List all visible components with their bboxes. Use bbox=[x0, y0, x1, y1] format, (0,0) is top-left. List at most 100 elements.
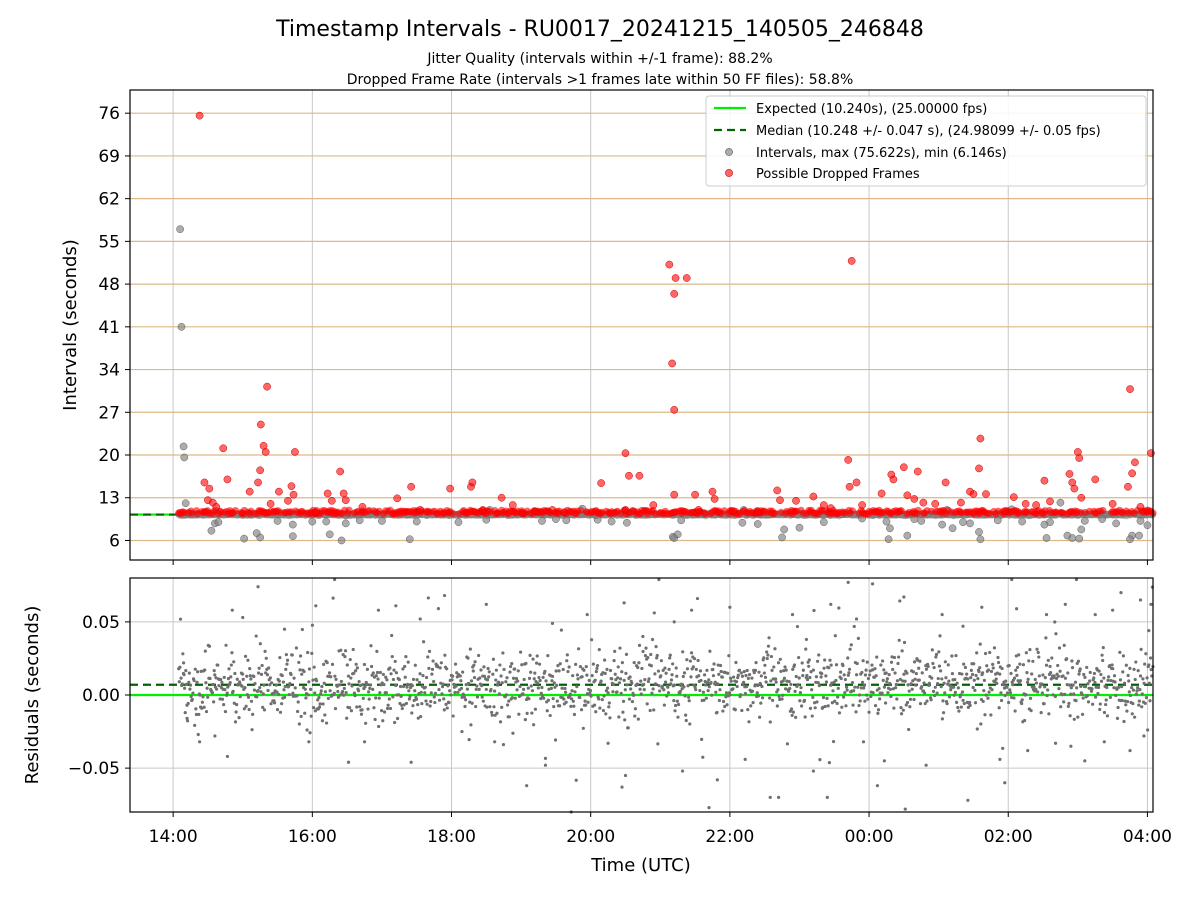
residual-point bbox=[193, 667, 197, 671]
residual-point bbox=[543, 763, 548, 767]
residual-point bbox=[903, 807, 907, 811]
residual-point bbox=[1058, 669, 1062, 673]
residual-point bbox=[1131, 688, 1136, 692]
residual-point bbox=[590, 673, 594, 678]
residual-point bbox=[485, 705, 489, 709]
residual-point bbox=[961, 624, 965, 628]
residual-point bbox=[1010, 577, 1014, 582]
residual-point bbox=[552, 681, 556, 685]
residual-point bbox=[1040, 682, 1044, 686]
legend-box bbox=[705, 95, 1147, 187]
residual-point bbox=[205, 686, 209, 690]
residual-point bbox=[1136, 669, 1140, 673]
residual-point bbox=[1063, 602, 1067, 606]
residual-point bbox=[1148, 656, 1153, 660]
residual-point bbox=[844, 685, 849, 689]
interval-point bbox=[562, 516, 571, 525]
residual-point bbox=[825, 795, 829, 799]
dropped-frame-point bbox=[635, 471, 644, 480]
residual-point bbox=[829, 602, 833, 606]
residual-point bbox=[986, 696, 990, 700]
interval-point bbox=[355, 516, 364, 525]
residual-point bbox=[1124, 703, 1128, 707]
residual-point bbox=[1142, 681, 1146, 685]
residual-point bbox=[312, 665, 316, 669]
residual-point bbox=[336, 689, 340, 694]
residual-point bbox=[404, 701, 409, 706]
residual-point bbox=[521, 687, 526, 691]
residual-point bbox=[282, 627, 287, 631]
residual-point bbox=[811, 769, 815, 773]
residual-point bbox=[1138, 598, 1143, 602]
x-tick-label: 00:00 bbox=[845, 827, 894, 847]
residual-point bbox=[278, 655, 282, 660]
residual-point bbox=[649, 652, 653, 657]
residual-point bbox=[424, 675, 429, 680]
residual-point bbox=[300, 627, 304, 632]
dropped-frame-point bbox=[914, 506, 922, 515]
residual-point bbox=[584, 703, 588, 707]
residual-point bbox=[285, 658, 290, 662]
residual-point bbox=[1008, 691, 1013, 695]
residual-point bbox=[385, 678, 389, 682]
residual-point bbox=[529, 684, 533, 688]
residual-point bbox=[540, 685, 544, 690]
residual-point bbox=[829, 663, 833, 667]
residual-point bbox=[511, 676, 516, 680]
residual-point bbox=[960, 672, 964, 676]
residual-point bbox=[665, 694, 669, 698]
residual-point bbox=[972, 662, 976, 666]
residual-point bbox=[466, 656, 470, 660]
residual-point bbox=[621, 699, 626, 703]
residual-point bbox=[374, 674, 378, 678]
dropped-frame-point bbox=[289, 490, 298, 499]
residual-point bbox=[715, 778, 719, 782]
residual-point bbox=[674, 666, 678, 670]
residual-point bbox=[594, 670, 598, 674]
residual-point bbox=[646, 656, 650, 660]
residual-point bbox=[1073, 680, 1078, 684]
residual-point bbox=[510, 662, 514, 666]
residual-point bbox=[945, 701, 949, 706]
residual-point bbox=[406, 660, 410, 664]
residual-point bbox=[672, 683, 677, 687]
residual-point bbox=[322, 662, 326, 666]
residual-point bbox=[753, 668, 758, 672]
residual-point bbox=[984, 693, 988, 697]
residual-point bbox=[719, 669, 723, 674]
residual-point bbox=[185, 716, 189, 721]
residual-point bbox=[508, 670, 512, 674]
residual-point bbox=[862, 683, 866, 687]
interval-point bbox=[780, 525, 789, 534]
residual-point bbox=[874, 674, 878, 678]
residual-point bbox=[704, 696, 708, 700]
residual-point bbox=[487, 675, 491, 679]
residual-point bbox=[498, 720, 503, 724]
residual-point bbox=[1028, 647, 1032, 652]
residual-point bbox=[681, 674, 685, 679]
residual-point bbox=[930, 676, 934, 680]
dropped-frame-point bbox=[694, 506, 703, 514]
residual-point bbox=[930, 648, 934, 652]
residual-point bbox=[281, 680, 286, 684]
residual-point bbox=[234, 710, 238, 714]
residual-point bbox=[536, 686, 540, 690]
residual-point bbox=[429, 699, 433, 704]
residual-point bbox=[1144, 696, 1149, 700]
residual-point bbox=[449, 693, 453, 697]
interval-point bbox=[1018, 517, 1027, 526]
residual-point bbox=[982, 678, 986, 683]
residual-point bbox=[371, 671, 375, 675]
residual-point bbox=[336, 695, 341, 699]
residual-point bbox=[494, 678, 498, 682]
dropped-frame-point bbox=[1143, 506, 1152, 515]
residual-point bbox=[800, 661, 804, 665]
residual-point bbox=[1067, 683, 1072, 687]
residual-point bbox=[760, 696, 765, 700]
residual-point bbox=[742, 670, 746, 674]
residual-point bbox=[1057, 687, 1061, 691]
dropped-frame-point bbox=[497, 493, 506, 502]
residual-point bbox=[303, 687, 307, 691]
residual-point bbox=[189, 694, 193, 699]
residual-point bbox=[1143, 701, 1147, 705]
